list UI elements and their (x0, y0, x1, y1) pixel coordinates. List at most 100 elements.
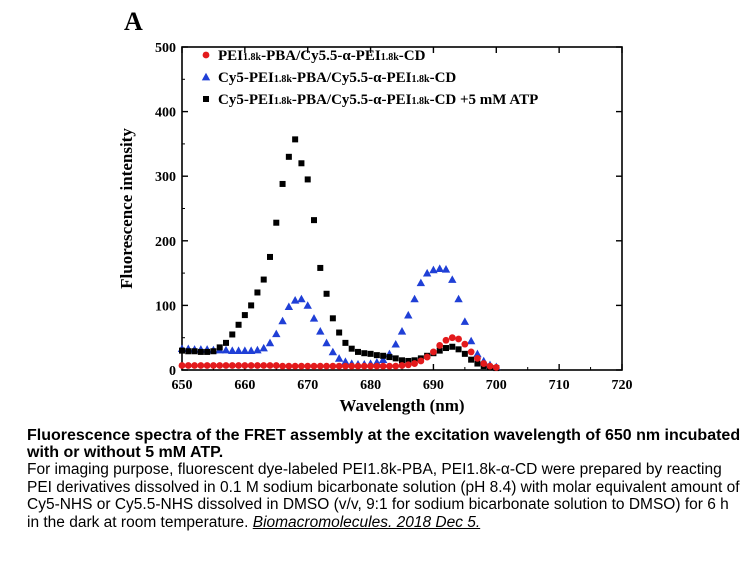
legend-subscript: 1.8k (274, 74, 293, 85)
data-point-circle (335, 362, 343, 370)
data-point-triangle (234, 346, 243, 354)
legend-subscript: 1.8k (412, 74, 431, 85)
data-point-circle (184, 362, 192, 369)
data-point-triangle (397, 327, 407, 335)
data-point-triangle (378, 355, 388, 364)
legend-marker-triangle (201, 72, 211, 81)
data-point-square (285, 153, 292, 160)
series-circle (178, 334, 500, 371)
data-point-circle (392, 362, 400, 370)
data-point-square (248, 302, 255, 309)
fluorescence-chart: A 0 100 200 300 400 500 650 660 670 680 690 700 710 7… (117, 7, 633, 415)
data-point-triangle (278, 316, 287, 325)
data-point-circle (210, 362, 217, 369)
x-tick-label: 670 (297, 378, 318, 393)
y-tick-label: 100 (155, 299, 176, 314)
citation-link[interactable]: Biomacromolecules. 2018 Dec 5. (252, 513, 481, 531)
legend-marker-square (203, 96, 209, 102)
data-point-circle (310, 362, 318, 370)
legend-text-part: PEI (218, 48, 243, 64)
data-point-square (336, 329, 343, 336)
data-point-square (210, 348, 217, 355)
data-point-triangle (460, 317, 470, 325)
data-point-square (443, 345, 449, 352)
data-point-triangle (334, 354, 344, 362)
data-point-square (223, 339, 229, 346)
data-point-triangle (466, 336, 476, 345)
data-point-circle (379, 362, 387, 370)
data-point-square (323, 290, 330, 297)
data-point-triangle (309, 314, 319, 322)
x-tick-label: 700 (486, 378, 507, 393)
data-point-square (455, 346, 462, 353)
legend-text-part: -PBA/Cy5.5-α-PEI (292, 92, 412, 108)
data-point-circle (417, 357, 425, 365)
data-point-square (204, 348, 211, 355)
y-tick-label: 400 (155, 106, 176, 121)
data-point-circle (360, 362, 368, 370)
data-point-square (468, 356, 475, 363)
data-point-triangle (240, 346, 250, 354)
data-point-square (311, 217, 317, 224)
y-tick-label: 500 (155, 41, 176, 56)
data-point-triangle (316, 327, 325, 335)
data-point-triangle (454, 294, 463, 303)
data-point-square (436, 347, 443, 354)
data-point-triangle (410, 294, 419, 303)
legend-text-part: -CD +5 mM ATP (430, 92, 539, 108)
data-point-triangle (272, 329, 281, 338)
data-point-circle (342, 362, 349, 370)
legend-marker-circle (202, 51, 210, 59)
data-point-circle (367, 362, 374, 370)
y-tick-label: 0 (169, 364, 176, 379)
data-point-triangle (429, 265, 438, 274)
data-point-square (380, 352, 387, 359)
data-point-square (241, 312, 248, 319)
caption-body: For imaging purpose, fluorescent dye-lab… (27, 461, 743, 531)
data-point-circle (329, 362, 337, 370)
data-point-circle (191, 362, 198, 369)
data-point-triangle (228, 346, 237, 354)
data-point-triangle (297, 294, 306, 303)
data-point-square (279, 180, 286, 187)
data-point-square (373, 352, 380, 359)
data-point-circle (216, 362, 224, 369)
x-tick-label: 690 (423, 378, 444, 393)
data-point-circle (404, 361, 412, 369)
data-point-triangle (328, 347, 338, 356)
data-point-circle (254, 362, 261, 369)
data-point-circle (461, 340, 469, 348)
data-point-circle (411, 360, 418, 367)
data-point-circle (279, 362, 286, 370)
legend-entry: PEI1.8k-PBA/Cy5.5-α-PEI1.8k-CD (218, 48, 426, 64)
legend-subscript: 1.8k (243, 52, 262, 63)
data-point-circle (272, 362, 280, 369)
data-point-circle (178, 362, 186, 369)
series-triangle (177, 264, 501, 371)
data-point-square (254, 289, 261, 296)
data-point-square (304, 176, 311, 183)
data-point-square (267, 253, 273, 260)
figure-caption: Fluorescence spectra of the FRET assembl… (27, 427, 743, 531)
x-tick-label: 680 (360, 378, 381, 393)
data-point-square (197, 348, 204, 355)
data-point-square (355, 348, 361, 355)
data-point-circle (285, 362, 293, 370)
legend-text-part: -PBA/Cy5.5-α-PEI (261, 48, 381, 64)
legend-entry: Cy5-PEI1.8k-PBA/Cy5.5-α-PEI1.8k-CD +5 mM… (218, 92, 538, 108)
data-point-triangle (246, 346, 256, 354)
data-point-circle (436, 342, 444, 349)
data-point-circle (323, 362, 330, 370)
data-point-triangle (284, 302, 294, 311)
data-point-circle (316, 362, 324, 370)
data-point-circle (203, 362, 211, 369)
legend-subscript: 1.8k (412, 96, 431, 107)
data-point-circle (442, 336, 450, 344)
caption-body-text: For imaging purpose, fluorescent dye-lab… (27, 461, 740, 531)
data-point-circle (480, 360, 488, 367)
data-point-circle (354, 362, 362, 370)
legend-text-part: -CD (399, 48, 426, 64)
data-point-triangle (391, 339, 400, 348)
data-point-square (474, 360, 481, 367)
data-point-square (191, 348, 198, 355)
